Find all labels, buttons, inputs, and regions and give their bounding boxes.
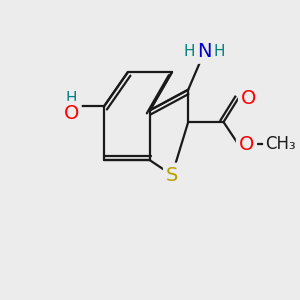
Text: O: O (239, 135, 254, 154)
Text: O: O (241, 89, 256, 108)
Text: N: N (197, 42, 212, 61)
Text: H: H (213, 44, 225, 59)
Text: O: O (63, 104, 79, 123)
Text: H: H (184, 44, 195, 59)
Text: CH₃: CH₃ (266, 135, 296, 153)
Text: H: H (65, 91, 77, 106)
Text: S: S (166, 166, 178, 184)
